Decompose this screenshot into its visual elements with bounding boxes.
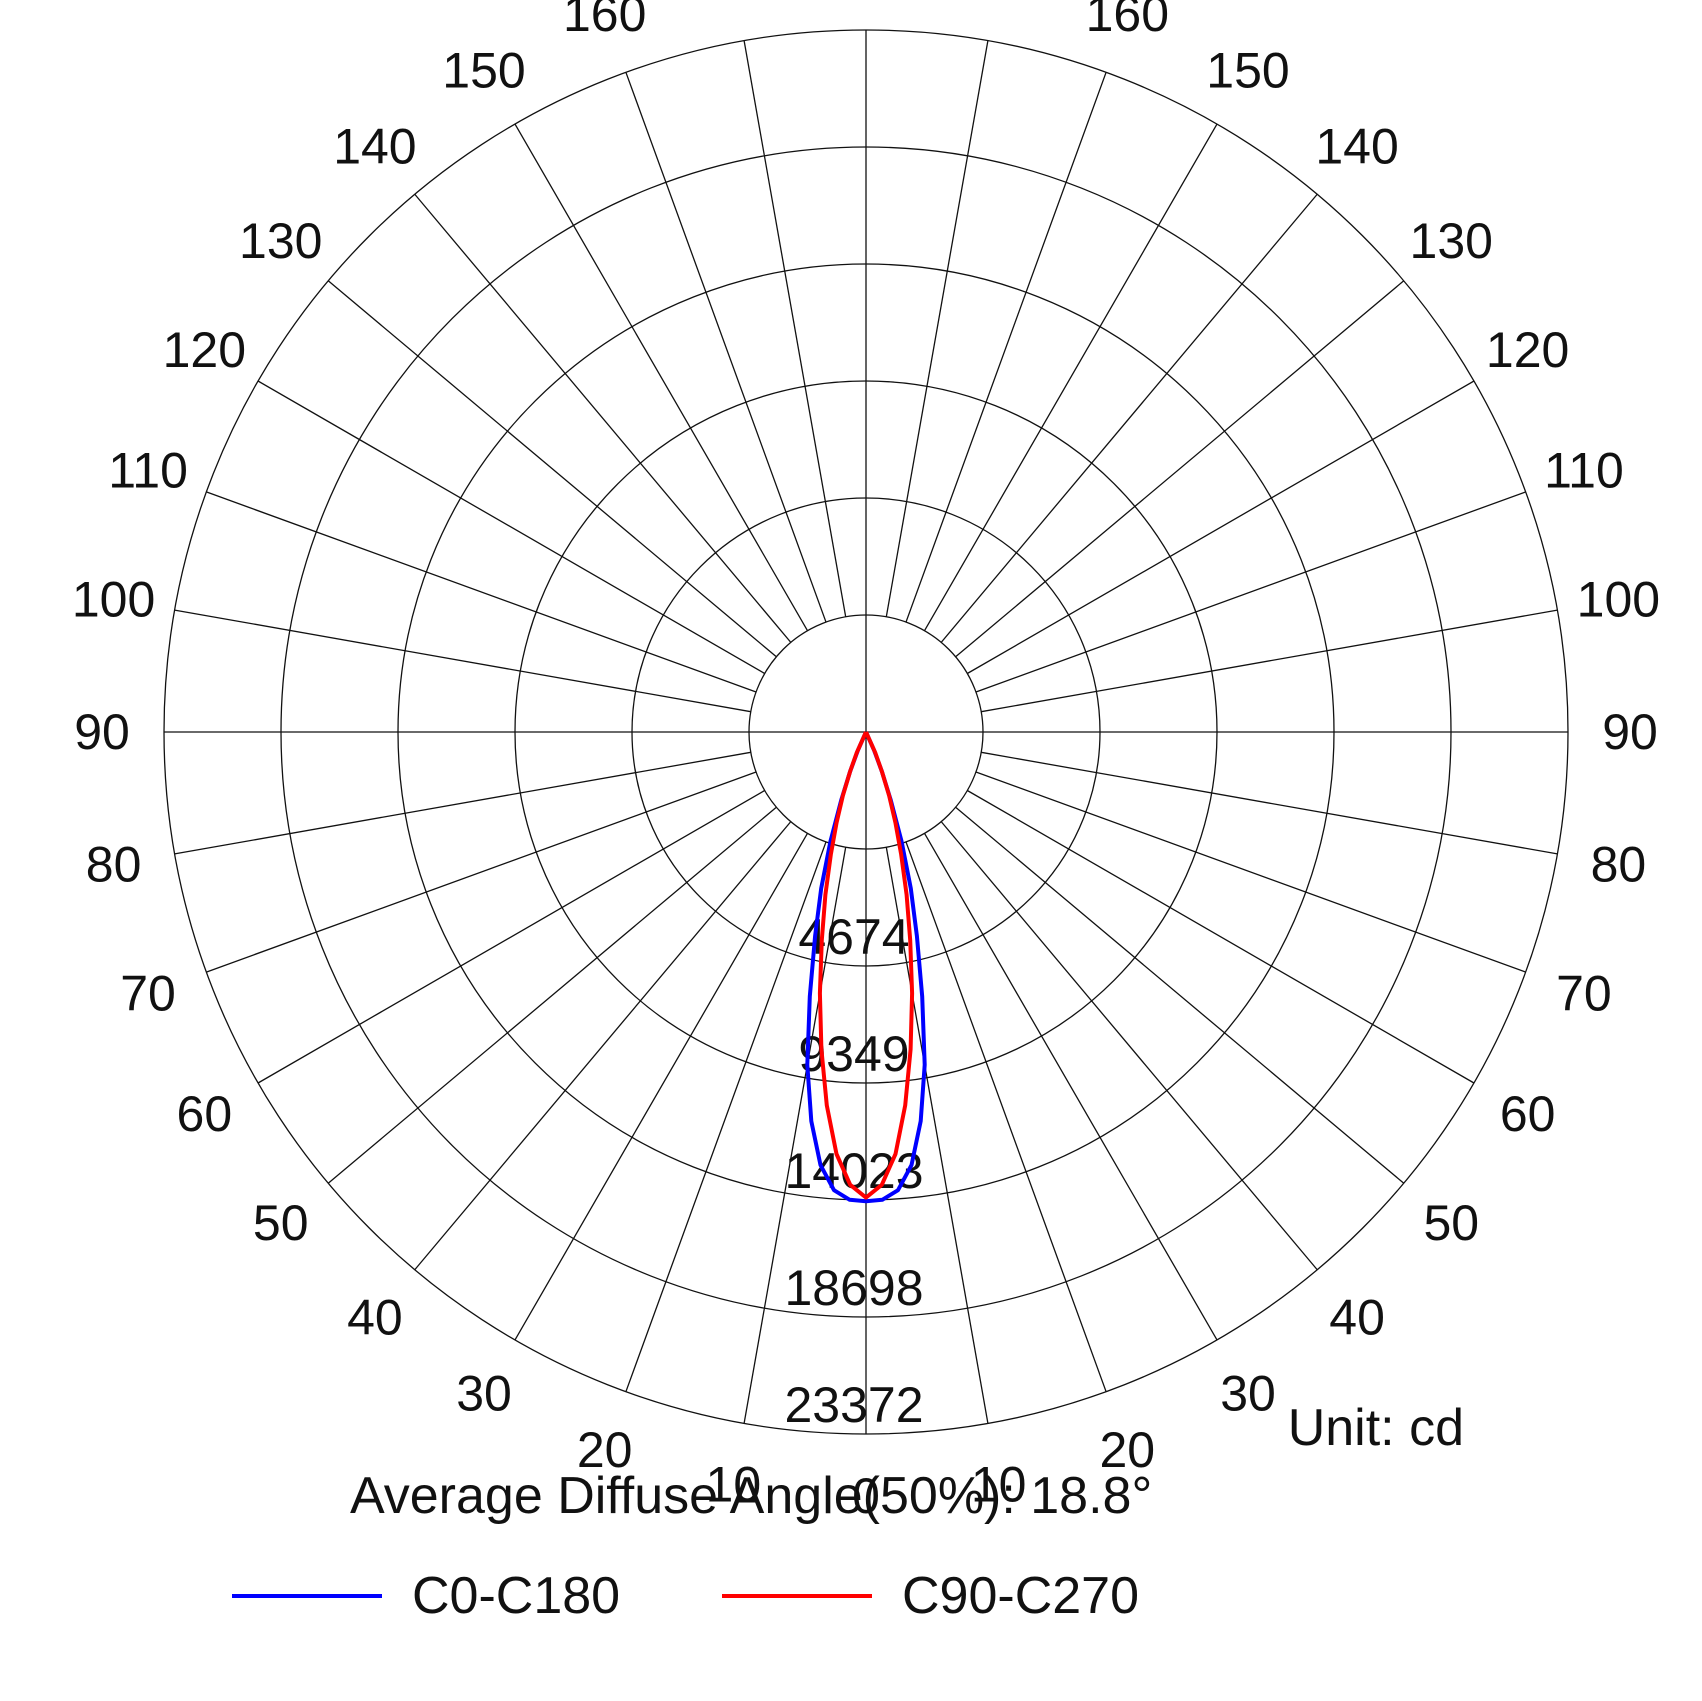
grid-ray-350 — [743, 847, 847, 1424]
grid-ray-140 — [940, 193, 1318, 643]
angle-label-left-10: 10 — [706, 1456, 762, 1512]
legend-swatch-c90-c270 — [722, 1594, 872, 1598]
angle-label-left-170: 170 — [692, 0, 775, 8]
angle-label-right-50: 50 — [1423, 1195, 1479, 1251]
unit-label: Unit: cd — [1287, 1399, 1464, 1457]
grid-ray-20 — [905, 841, 1107, 1392]
grid-ray-120 — [966, 380, 1475, 675]
angle-label-right-170: 170 — [957, 0, 1040, 8]
angle-label-right-140: 140 — [1315, 119, 1398, 175]
angle-label-left-120: 120 — [163, 322, 246, 378]
angle-label-right-160: 160 — [1086, 0, 1169, 42]
angle-label-right-40: 40 — [1329, 1289, 1385, 1345]
angle-label-right-20: 20 — [1099, 1422, 1155, 1478]
angle-label-left-110: 110 — [108, 443, 188, 499]
grid-ray-330 — [514, 832, 809, 1341]
grid-ray-310 — [327, 806, 777, 1184]
angle-label-right-110: 110 — [1544, 443, 1624, 499]
grid-ray-240 — [257, 380, 766, 675]
grid-ray-280 — [174, 751, 751, 855]
grid-ray-290 — [206, 771, 757, 973]
angle-label-right-70: 70 — [1556, 965, 1612, 1021]
angle-label-right-130: 130 — [1410, 213, 1493, 269]
angle-label-left-60: 60 — [177, 1086, 233, 1142]
grid-ray-260 — [174, 609, 751, 713]
grid-ray-150 — [923, 123, 1218, 632]
grid-ray-200 — [625, 72, 827, 623]
grid-ray-70 — [975, 771, 1526, 973]
grid-ray-40 — [940, 821, 1318, 1271]
series-curve-c0-c180 — [805, 731, 927, 1204]
angle-label-right-90: 90 — [1602, 704, 1658, 760]
ring-label-9349: 9349 — [798, 1026, 909, 1082]
grid-ray-170 — [885, 40, 989, 617]
grid-ray-320 — [414, 821, 792, 1271]
grid-ray-60 — [966, 789, 1475, 1084]
grid-ray-220 — [414, 193, 792, 643]
angle-label-left-140: 140 — [333, 119, 416, 175]
angle-label-right-120: 120 — [1486, 322, 1569, 378]
grid-ray-110 — [975, 491, 1526, 693]
grid-ray-100 — [981, 609, 1558, 713]
legend-item-c90-c270: C90-C270 — [722, 1566, 1139, 1626]
angle-label-right-60: 60 — [1500, 1086, 1556, 1142]
legend-label-c0-c180: C0-C180 — [412, 1567, 621, 1625]
ring-label-14023: 14023 — [784, 1143, 923, 1199]
grid-ray-300 — [257, 789, 766, 1084]
angle-label-left-160: 160 — [563, 0, 646, 42]
angle-label-left-40: 40 — [347, 1289, 403, 1345]
angle-label-left-20: 20 — [577, 1422, 633, 1478]
angle-label-right-30: 30 — [1220, 1366, 1276, 1422]
grid-ray-30 — [923, 832, 1218, 1341]
grid-ray-210 — [514, 123, 809, 632]
angle-label-right-10: 10 — [971, 1456, 1027, 1512]
angle-label-left-70: 70 — [120, 965, 176, 1021]
ring-label-18698: 18698 — [784, 1260, 923, 1316]
grid-ray-190 — [743, 40, 847, 617]
grid-ray-50 — [955, 806, 1405, 1184]
angle-label-right-100: 100 — [1577, 571, 1660, 627]
legend-label-c90-c270: C90-C270 — [902, 1567, 1140, 1625]
grid-ray-130 — [955, 280, 1405, 658]
angle-label-right-80: 80 — [1591, 837, 1647, 893]
angle-label-left-130: 130 — [239, 213, 322, 269]
grid-ray-80 — [981, 751, 1558, 855]
angle-label-left-0: 0 — [852, 1468, 880, 1524]
angle-label-right-150: 150 — [1206, 42, 1289, 98]
angle-label-left-100: 100 — [72, 571, 155, 627]
grid-ray-340 — [625, 841, 827, 1392]
grid-ray-10 — [885, 847, 989, 1424]
ring-label-23372: 23372 — [784, 1377, 923, 1433]
angle-label-left-90: 90 — [74, 704, 130, 760]
grid-ray-230 — [327, 280, 777, 658]
legend-swatch-c0-c180 — [232, 1594, 382, 1598]
angle-label-left-150: 150 — [442, 42, 525, 98]
grid-ray-250 — [206, 491, 757, 693]
angle-label-left-30: 30 — [456, 1366, 512, 1422]
series-curve-c90-c270 — [817, 731, 915, 1200]
angle-label-left-80: 80 — [86, 837, 142, 893]
angle-label-left-50: 50 — [253, 1195, 309, 1251]
grid-ray-160 — [905, 72, 1107, 623]
diffuse-angle-caption: Average Diffuse Angle(50%): 18.8° — [350, 1467, 1153, 1525]
legend-item-c0-c180: C0-C180 — [232, 1566, 620, 1626]
